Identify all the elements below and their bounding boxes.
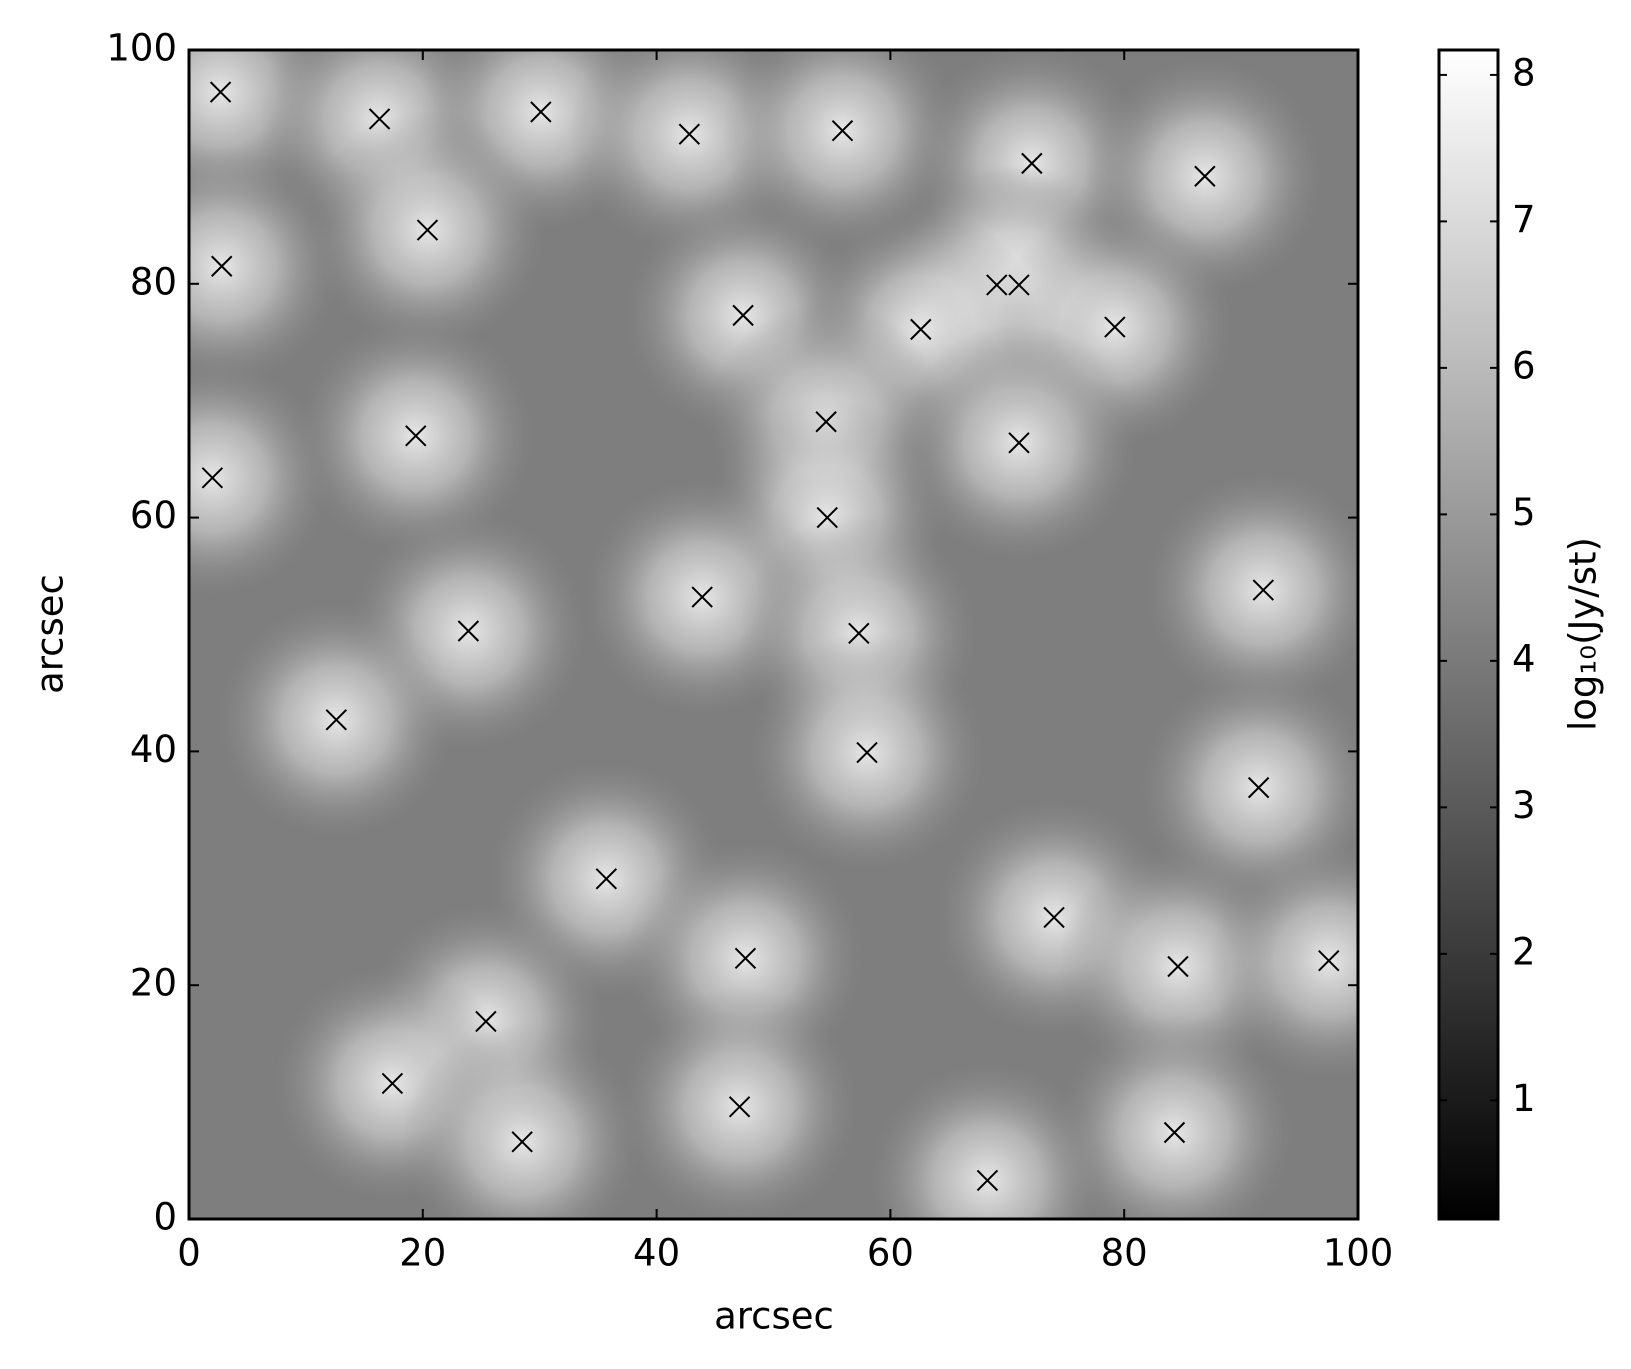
x-tick-label: 60 [867, 1232, 914, 1275]
colorbar-tick-label: 4 [1512, 637, 1536, 680]
marker [732, 304, 754, 327]
marker [1167, 955, 1189, 978]
marker [1104, 316, 1126, 338]
colorbar-label: log₁₀(Jy/st) [1562, 537, 1605, 731]
source-glow [867, 1060, 1108, 1219]
marker [691, 586, 713, 608]
x-tick-label: 0 [177, 1232, 201, 1275]
marker [1043, 906, 1065, 929]
y-tick-label: 20 [130, 962, 177, 1005]
marker [1008, 274, 1030, 296]
marker [416, 219, 439, 241]
y-axis-label: arcsec [29, 574, 72, 694]
marker [530, 101, 552, 123]
marker [457, 620, 480, 642]
marker [678, 123, 701, 145]
y-tick-label: 60 [130, 494, 177, 537]
marker [1252, 579, 1275, 601]
marker [209, 81, 232, 103]
source-glow [1208, 840, 1358, 1081]
marker [511, 1131, 533, 1153]
marker [815, 411, 837, 433]
y-tick-label: 40 [130, 728, 177, 771]
plot-frame [187, 48, 1360, 1221]
marker-layer [201, 81, 1340, 1192]
x-tick-label: 40 [633, 1232, 680, 1275]
marker [728, 1096, 751, 1118]
marker [1194, 165, 1216, 187]
colorbar-tick-label: 8 [1512, 51, 1536, 94]
y-tick-label: 100 [106, 27, 177, 70]
marker [325, 709, 348, 731]
x-tick-label: 20 [399, 1232, 446, 1275]
source-glow [1143, 470, 1358, 711]
marker [816, 506, 838, 529]
marker [405, 425, 427, 447]
marker [1021, 152, 1043, 175]
colorbar [1437, 48, 1500, 1221]
marker [1247, 776, 1270, 799]
marker [381, 1072, 404, 1095]
source-glow [722, 50, 963, 251]
marker [1163, 1121, 1186, 1144]
marker [201, 467, 224, 489]
marker [856, 741, 878, 764]
source-glow [189, 146, 342, 387]
image-layer [189, 50, 1358, 1219]
marker [910, 318, 932, 341]
marker [211, 255, 233, 277]
x-axis-label: arcsec [714, 1295, 834, 1338]
colorbar-tick-label: 1 [1512, 1077, 1536, 1120]
source-glow [189, 357, 333, 598]
x-tick-label: 100 [1323, 1232, 1394, 1275]
marker [1318, 949, 1340, 972]
marker [475, 1010, 497, 1033]
marker [368, 108, 391, 130]
colorbar-tick-label: 5 [1512, 491, 1536, 534]
y-tick-label: 0 [153, 1196, 177, 1239]
colorbar-tick-label: 2 [1512, 930, 1536, 973]
colorbar-tick-label: 3 [1512, 784, 1536, 827]
source-glow [1054, 1012, 1295, 1219]
marker [1008, 432, 1030, 454]
colorbar-tick-label: 7 [1512, 198, 1536, 241]
source-glow [402, 1021, 643, 1219]
x-tick-label: 80 [1101, 1232, 1148, 1275]
marker [734, 947, 757, 970]
marker [848, 622, 870, 645]
source-glow [619, 986, 860, 1219]
colorbar-tick-label: 6 [1512, 344, 1536, 387]
marker [976, 1169, 999, 1192]
marker [831, 119, 854, 142]
marker [595, 868, 618, 890]
y-tick-label: 80 [130, 260, 177, 303]
marker [986, 274, 1008, 296]
